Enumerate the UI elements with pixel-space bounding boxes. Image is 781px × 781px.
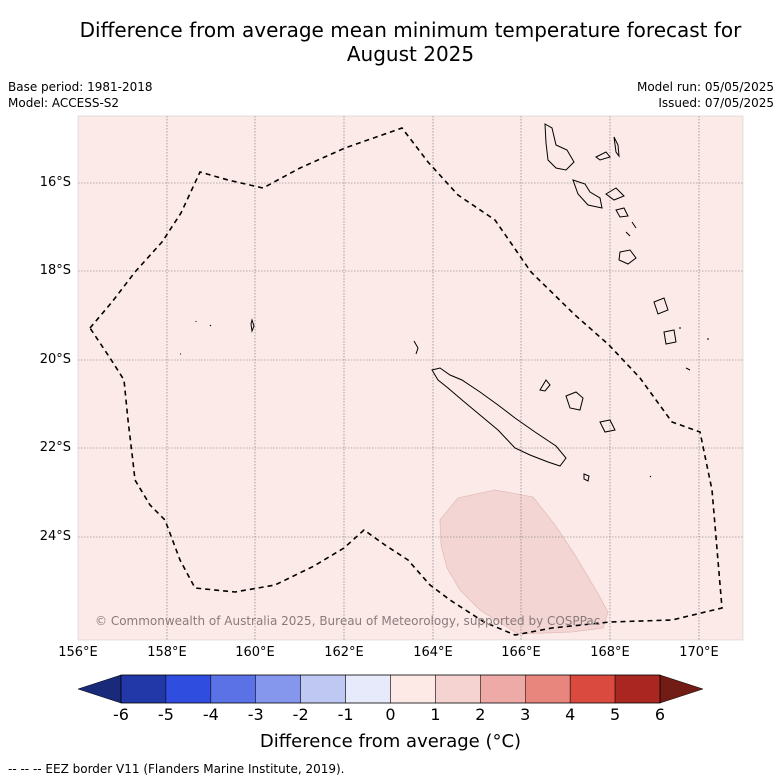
colorbar-tick-label: 3	[520, 705, 531, 724]
lon-label-164e: 164°E	[413, 645, 453, 660]
colorbar-segment	[255, 674, 301, 704]
colorbar-tick-label: -1	[337, 705, 354, 724]
lat-label-24s: 24°S	[39, 529, 71, 544]
colorbar-over-arrow	[659, 674, 704, 704]
vanuatu-tanna	[618, 249, 637, 265]
lon-label-168e: 168°E	[590, 645, 630, 660]
map-frame	[77, 115, 744, 641]
model-name: Model: ACCESS-S2	[8, 96, 120, 110]
meta-left: Base period: 1981-2018 Model: ACCESS-S2	[8, 79, 153, 111]
colorbar-segment	[210, 674, 256, 704]
colorbar-segment	[165, 674, 212, 704]
loyalty-island-mare	[599, 419, 616, 433]
colorbar-tick-label: -5	[157, 705, 174, 724]
warm-anomaly-patch	[439, 489, 609, 635]
vanuatu-pentecost	[595, 151, 611, 161]
matthew-hunter-islands	[653, 297, 709, 371]
colorbar-label: Difference from average (°C)	[259, 731, 522, 752]
meta-right: Model run: 05/05/2025 Issued: 07/05/2025	[637, 79, 774, 111]
chart-title: Difference from average mean minimum tem…	[40, 18, 781, 66]
footnote: -- -- -- EEZ border V11 (Flanders Marine…	[8, 762, 345, 776]
lat-label-18s: 18°S	[39, 263, 71, 278]
title-line-2: August 2025	[346, 42, 475, 66]
lon-label-166e: 166°E	[501, 645, 541, 660]
colorbar-tick-label: -4	[202, 705, 219, 724]
issued-date: Issued: 07/05/2025	[658, 96, 774, 110]
colorbar-tick-label: -3	[247, 705, 264, 724]
colorbar-segment	[480, 674, 526, 704]
base-period: Base period: 1981-2018	[8, 80, 153, 94]
vanuatu-malakula	[572, 179, 603, 209]
colorbar-segment	[300, 674, 346, 704]
colorbar-tick-label: 1	[430, 705, 441, 724]
colorbar-outline	[120, 674, 661, 704]
lon-label-160e: 160°E	[235, 645, 275, 660]
colorbar-under-arrow	[77, 674, 122, 704]
loyalty-island-ouvea	[539, 379, 551, 392]
colorbar-tick-label: 4	[565, 705, 576, 724]
loyalty-island-lifou	[565, 391, 584, 411]
gridlines	[78, 116, 743, 640]
lon-label-158e: 158°E	[147, 645, 187, 660]
colorbar-tick-label: 6	[654, 705, 666, 724]
copyright-text: © Commonwealth of Australia 2025, Bureau…	[95, 614, 601, 628]
colorbar-segment	[120, 674, 167, 704]
new-caledonia-main-island	[431, 367, 567, 467]
title-line-1: Difference from average mean minimum tem…	[79, 18, 742, 42]
vanuatu-espiritu-santo	[544, 123, 575, 171]
lat-label-16s: 16°S	[39, 175, 71, 190]
colorbar-segment	[614, 674, 661, 704]
model-run: Model run: 05/05/2025	[636, 80, 774, 94]
colorbar-tick-label: 2	[475, 705, 486, 724]
lon-label-156e: 156°E	[58, 645, 98, 660]
chesterfield-reefs	[180, 318, 255, 355]
lon-label-170e: 170°E	[679, 645, 719, 660]
belep-islands	[413, 340, 419, 355]
isle-of-pines	[583, 473, 590, 482]
eez-border	[89, 127, 723, 636]
colorbar-segment	[390, 674, 436, 704]
colorbar-segment	[435, 674, 481, 704]
vanuatu-efate	[605, 187, 625, 201]
colorbar-segment	[525, 674, 571, 704]
colorbar-tick-label: 5	[609, 705, 621, 724]
colorbar-tick-label: -2	[292, 705, 309, 724]
lon-label-162e: 162°E	[324, 645, 364, 660]
colorbar-segment	[345, 674, 391, 704]
vanuatu-maewo	[613, 136, 620, 158]
colorbar-segment	[569, 674, 616, 704]
map-background	[78, 116, 743, 640]
coastlines	[180, 123, 709, 482]
colorbar-tick-label: 0	[385, 705, 396, 724]
lat-label-20s: 20°S	[39, 352, 71, 367]
southern-islets	[649, 475, 652, 478]
vanuatu-small-islands	[615, 207, 637, 237]
lat-label-22s: 22°S	[39, 440, 71, 455]
colorbar	[77, 674, 704, 704]
colorbar-tick-label: -6	[113, 705, 129, 724]
